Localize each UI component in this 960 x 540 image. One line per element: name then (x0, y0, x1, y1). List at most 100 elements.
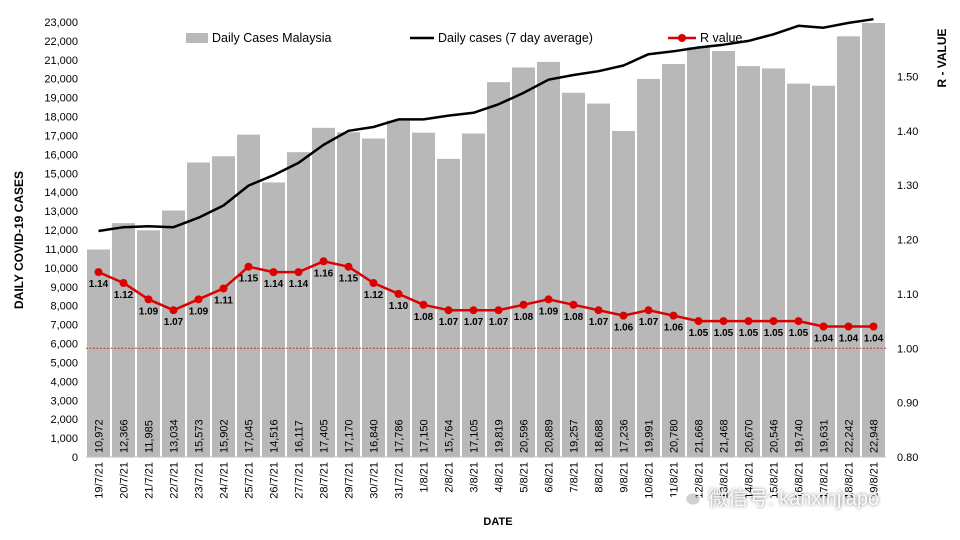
r-value-point (294, 268, 303, 277)
r-value-label: 1.05 (764, 328, 784, 339)
y2-axis-ticks: 0.80 0.90 1.00 1.10 1.20 1.30 1.40 1.50 (897, 71, 918, 464)
bar (237, 134, 260, 457)
r-value-point (619, 311, 628, 320)
r-value-label: 1.07 (489, 317, 509, 328)
bar-value-label: 17,786 (394, 419, 406, 453)
bar (312, 127, 335, 457)
y-tick-label: 7,000 (50, 320, 78, 332)
x-tick-label: 4/8/21 (494, 462, 506, 493)
r-value-label: 1.09 (539, 306, 559, 317)
r-value-label: 1.15 (239, 274, 259, 285)
bar (637, 78, 660, 457)
r-value-point (144, 295, 153, 304)
x-axis-ticks: 19/7/21 20/7/21 21/7/21 22/7/21 23/7/21 24/7/… (94, 462, 881, 499)
y2-tick-label: 1.10 (897, 289, 918, 301)
r-value-label: 1.05 (789, 328, 809, 339)
x-tick-label: 5/8/21 (519, 462, 531, 493)
x-tick-label: 13/8/21 (719, 462, 731, 499)
bar-value-labels: 10,972 12,366 11,985 13,034 15,573 15,902 17,0… (94, 419, 881, 453)
r-value-line (98, 260, 874, 328)
bar (737, 66, 760, 458)
bar (187, 162, 210, 458)
bar (487, 82, 510, 458)
y-tick-label: 16,000 (44, 149, 78, 161)
watermark: 微信号: kanxinjiapo (676, 482, 879, 511)
r-value-label: 1.09 (189, 306, 209, 317)
r-value-label: 1.09 (139, 306, 159, 317)
r-value-label: 1.07 (589, 317, 609, 328)
r-value-label: 1.15 (339, 274, 359, 285)
x-tick-label: 6/8/21 (544, 462, 556, 493)
y2-tick-label: 1.30 (897, 180, 918, 192)
x-tick-label: 22/7/21 (169, 462, 181, 499)
bar (712, 50, 735, 457)
x-tick-label: 7/8/21 (569, 462, 581, 493)
r-value-label: 1.06 (664, 323, 684, 334)
y-tick-label: 1,000 (50, 433, 78, 445)
bar-value-label: 17,405 (319, 419, 331, 453)
x-tick-label: 28/7/21 (319, 462, 331, 499)
x-tick-label: 9/8/21 (619, 462, 631, 493)
bar-value-label: 20,780 (669, 419, 681, 453)
x-tick-label: 12/8/21 (694, 462, 706, 499)
y2-tick-label: 1.00 (897, 343, 918, 355)
bar-value-label: 16,840 (369, 419, 381, 453)
x-tick-label: 24/7/21 (219, 462, 231, 499)
bar (837, 36, 860, 457)
r-value-label: 1.07 (439, 317, 459, 328)
r-value-label: 1.05 (739, 328, 759, 339)
y-tick-label: 20,000 (44, 74, 78, 86)
bar-value-label: 17,045 (244, 419, 256, 453)
average-line-series (98, 17, 874, 233)
r-value-point (669, 311, 678, 320)
bar (362, 138, 385, 458)
r-value-point (194, 295, 203, 304)
r-value-point (469, 306, 478, 315)
bar (862, 22, 885, 457)
r-value-point (394, 289, 403, 298)
y-tick-label: 11,000 (45, 244, 78, 256)
bar-value-label: 17,150 (419, 419, 431, 453)
r-value-label: 1.08 (564, 312, 584, 323)
r-value-point (794, 317, 803, 326)
r-value-point (644, 306, 653, 315)
r-value-point (169, 306, 178, 315)
y-tick-label: 15,000 (44, 168, 78, 180)
r-value-point (269, 268, 278, 277)
r-value-point (369, 279, 378, 287)
x-tick-label: 14/8/21 (744, 462, 756, 499)
bar (137, 230, 160, 457)
bar (337, 132, 360, 457)
y-tick-label: 9,000 (50, 282, 78, 294)
x-tick-label: 18/8/21 (844, 462, 856, 499)
x-tick-label: 17/8/21 (819, 462, 831, 499)
y-tick-label: 8,000 (50, 301, 78, 313)
r-value-label: 1.11 (214, 295, 233, 306)
watermark-text: 微信号: kanxinjiapo (708, 488, 880, 510)
bar-value-label: 21,668 (694, 419, 706, 453)
bar-value-label: 11,985 (144, 420, 156, 453)
r-value-label: 1.14 (89, 279, 109, 290)
r-value-label: 1.07 (164, 317, 184, 328)
bar (287, 152, 310, 458)
r-value-point (719, 317, 728, 326)
r-value-point (544, 295, 553, 304)
r-value-point (444, 306, 453, 315)
bar (762, 68, 785, 458)
r-value-labels: 1.14 1.12 1.09 1.07 1.09 1.11 1.15 1.14 1.14 1.16… (89, 268, 884, 344)
r-value-point (844, 322, 853, 331)
x-tick-label: 29/7/21 (344, 462, 356, 499)
y-tick-label: 21,000 (44, 55, 78, 67)
r-value-point (419, 300, 428, 309)
y-tick-label: 13,000 (44, 206, 78, 218)
y-tick-label: 14,000 (44, 187, 78, 199)
x-tick-label: 25/7/21 (244, 462, 256, 499)
bar-value-label: 17,105 (469, 419, 481, 453)
bar (462, 133, 485, 458)
r-value-point (319, 257, 328, 266)
bar (812, 85, 835, 457)
y2-tick-label: 1.50 (897, 71, 918, 83)
y2-tick-label: 1.20 (897, 235, 918, 247)
x-tick-label: 2/8/21 (444, 462, 456, 493)
r-value-label: 1.14 (289, 279, 309, 290)
